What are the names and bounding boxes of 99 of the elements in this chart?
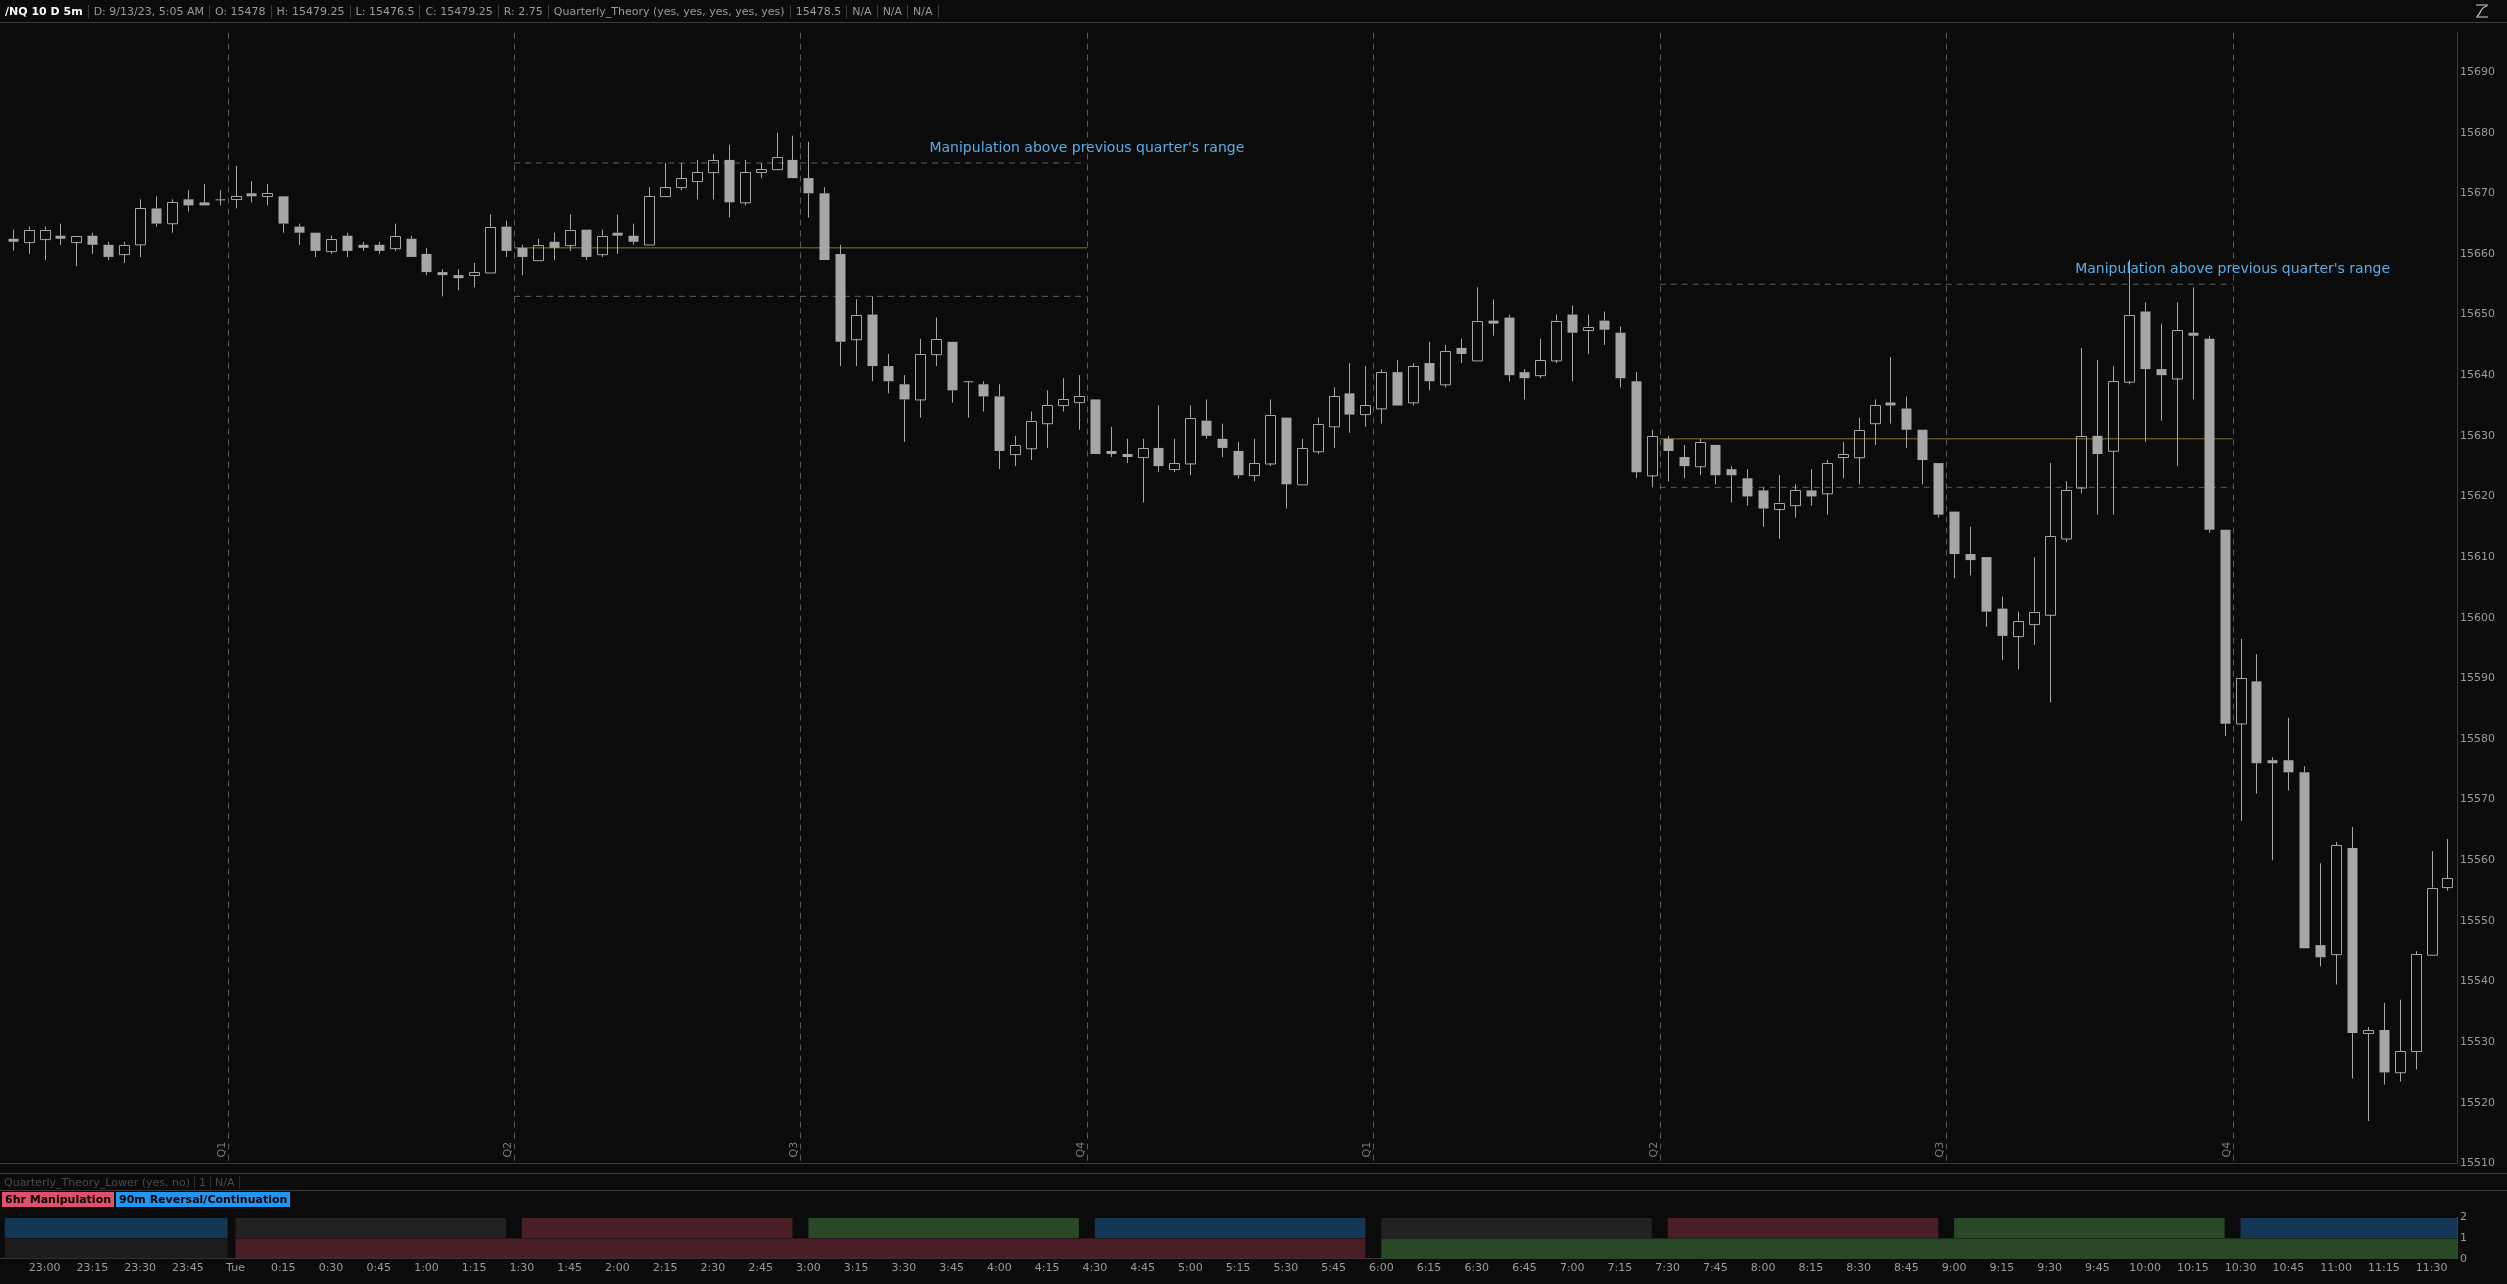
x-tick-label: 4:30 — [1082, 1261, 1108, 1275]
ref-line-label: Q2 — [1646, 1141, 1660, 1158]
x-tick-label: 10:30 — [2224, 1261, 2257, 1275]
x-tick-label: 23:30 — [124, 1261, 156, 1275]
text: H: 15479.25 — [271, 4, 351, 18]
x-tick-label: 4:45 — [1130, 1261, 1155, 1275]
x-tick-label: 3:30 — [891, 1261, 917, 1275]
x-tick-label: 8:45 — [1894, 1261, 1919, 1275]
x-tick-label: 5:15 — [1225, 1261, 1251, 1275]
x-tick-label: 0:15 — [270, 1261, 296, 1275]
ref-line-label: Q3 — [786, 1141, 800, 1158]
y-tick-label: 15530 — [2460, 1034, 2495, 1048]
x-tick-label: 3:15 — [843, 1261, 869, 1275]
x-tick-label: 2:30 — [700, 1261, 726, 1275]
text: N/A — [211, 1175, 240, 1189]
text: N/A — [908, 4, 939, 18]
x-tick-label: 8:15 — [1798, 1261, 1824, 1275]
y-tick-label: 2 — [2460, 1210, 2467, 1224]
x-tick-label: 6:15 — [1416, 1261, 1442, 1275]
x-tick-label: 1:15 — [461, 1261, 487, 1275]
ref-line-label: Q4 — [1073, 1141, 1087, 1158]
x-tick-label: 1:30 — [509, 1261, 535, 1275]
chart-title: /NQ 10 D 5m — [0, 4, 89, 18]
ref-line-label: Q2 — [500, 1141, 514, 1158]
x-tick-label: 5:30 — [1273, 1261, 1299, 1275]
ref-line-label: Q1 — [214, 1141, 228, 1158]
y-tick-label: 15690 — [2460, 64, 2495, 78]
x-tick-label: 10:15 — [2176, 1261, 2209, 1275]
y-tick-label: 15680 — [2460, 125, 2495, 139]
x-tick-label: 3:45 — [939, 1261, 964, 1275]
x-tick-label: 5:45 — [1321, 1261, 1346, 1275]
x-tick-label: 3:00 — [796, 1261, 821, 1275]
x-tick-label: 11:30 — [2415, 1261, 2448, 1275]
text: O: 15478 — [209, 4, 272, 18]
text: L: 15476.5 — [350, 4, 421, 18]
x-tick-label: 7:15 — [1607, 1261, 1633, 1275]
x-tick-label: 23:15 — [76, 1261, 109, 1275]
text: N/A — [847, 4, 878, 18]
x-tick-label: 10:45 — [2272, 1261, 2305, 1275]
x-tick-label: 7:45 — [1703, 1261, 1728, 1275]
x-tick-label: 6:45 — [1512, 1261, 1537, 1275]
text: 90m Reversal/Continuation — [116, 1192, 291, 1207]
x-tick-label: 6:30 — [1464, 1261, 1490, 1275]
x-tick-label: 4:00 — [987, 1261, 1012, 1275]
y-tick-label: 15510 — [2460, 1156, 2495, 1170]
y-tick-label: 15520 — [2460, 1095, 2495, 1109]
x-tick-label: Tue — [225, 1261, 246, 1275]
x-tick-label: 7:30 — [1655, 1261, 1681, 1275]
y-tick-label: 15670 — [2460, 186, 2495, 200]
text: R: 2.75 — [498, 4, 549, 18]
x-tick-label: 0:30 — [318, 1261, 344, 1275]
annotation: Manipulation above previous quarter's range — [929, 138, 1245, 155]
x-tick-label: 0:45 — [366, 1261, 392, 1275]
y-tick-label: 1 — [2460, 1231, 2467, 1245]
x-tick-label: 2:45 — [748, 1261, 773, 1275]
y-tick-label: 15540 — [2460, 974, 2495, 988]
x-tick-label: 23:00 — [28, 1261, 61, 1275]
x-tick-label: 9:45 — [2085, 1261, 2110, 1275]
y-tick-label: 15580 — [2460, 731, 2495, 745]
y-tick-label: 15620 — [2460, 489, 2495, 503]
x-tick-label: 6:00 — [1368, 1261, 1394, 1275]
x-tick-label: 9:00 — [1941, 1261, 1967, 1275]
text: Quarterly_Theory (yes, yes, yes, yes, yes) — [548, 4, 791, 18]
y-tick-label: 15650 — [2460, 307, 2495, 321]
x-tick-label: 11:15 — [2367, 1261, 2400, 1275]
x-tick-label: 2:15 — [652, 1261, 678, 1275]
x-tick-label: 9:30 — [2037, 1261, 2062, 1275]
x-tick-label: 7:00 — [1559, 1261, 1585, 1275]
y-tick-label: 15590 — [2460, 671, 2495, 685]
x-tick-label: 2:00 — [605, 1261, 630, 1275]
x-tick-label: 1:45 — [557, 1261, 583, 1275]
ref-line-label: Q4 — [2219, 1141, 2233, 1158]
y-tick-label: 15550 — [2460, 913, 2495, 927]
y-tick-label: 0 — [2460, 1251, 2467, 1265]
ref-line-label: Q1 — [1359, 1141, 1373, 1158]
text: C: 15479.25 — [420, 4, 499, 18]
y-tick-label: 15570 — [2460, 792, 2495, 806]
x-tick-label: 8:30 — [1846, 1261, 1872, 1275]
x-tick-label: 5:00 — [1177, 1261, 1203, 1275]
y-tick-label: 15660 — [2460, 246, 2495, 260]
ref-line-label: Q3 — [1932, 1141, 1946, 1158]
text: D: 9/13/23, 5:05 AM — [88, 4, 210, 18]
y-tick-label: 15560 — [2460, 853, 2495, 867]
text: 6hr Manipulation — [2, 1192, 115, 1207]
y-tick-label: 15600 — [2460, 610, 2495, 624]
text: N/A — [877, 4, 909, 18]
x-tick-label: 23:45 — [171, 1261, 204, 1275]
x-tick-label: 1:00 — [414, 1261, 439, 1275]
x-tick-label: 8:00 — [1750, 1261, 1776, 1275]
y-tick-label: 15610 — [2460, 549, 2495, 563]
y-tick-label: 15630 — [2460, 428, 2495, 442]
y-tick-label: 15640 — [2460, 368, 2495, 382]
text: 1 — [195, 1175, 212, 1189]
x-tick-label: 4:15 — [1034, 1261, 1060, 1275]
x-tick-label: 9:15 — [1989, 1261, 2015, 1275]
text: Quarterly_Theory_Lower (yes, no) — [0, 1175, 196, 1189]
text: 15478.5 — [790, 4, 848, 18]
x-tick-label: 10:00 — [2129, 1261, 2161, 1275]
x-tick-label: 11:00 — [2320, 1261, 2352, 1275]
